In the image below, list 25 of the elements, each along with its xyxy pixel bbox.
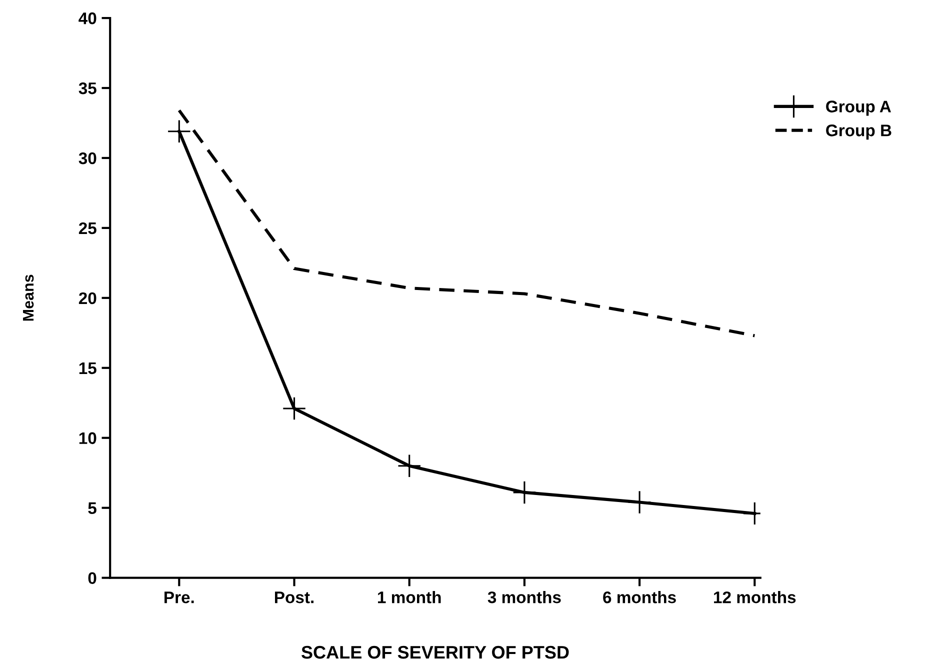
point — [398, 454, 420, 477]
x-tick-label: 1 month — [378, 591, 441, 604]
legend-label: Group B — [826, 124, 892, 140]
x-tick-label: Post. — [274, 592, 314, 604]
y-axis-title: Means — [23, 274, 34, 321]
y-tick-label: 5 — [88, 502, 96, 514]
line-series — [178, 108, 756, 338]
y-tick-label: 20 — [78, 292, 96, 304]
x-tick-label: 3 months — [488, 591, 561, 604]
x-axis-title: SCALE OF SEVERITY OF PTSD — [301, 646, 569, 659]
y-tick-label: 30 — [78, 152, 96, 164]
x-tick-label: 6 months — [603, 591, 676, 604]
x-tick-label: 12 months — [714, 591, 796, 604]
x-tick-label: Pre. — [164, 592, 194, 604]
y-tick-label: 0 — [88, 572, 96, 584]
y-tick-label: 15 — [79, 362, 96, 374]
legend-label: Group A — [826, 100, 891, 116]
y-tick-label: 35 — [78, 82, 96, 94]
y-tick-label: 10 — [79, 432, 96, 444]
point — [628, 491, 651, 514]
y-tick-label: 40 — [78, 12, 96, 24]
point — [283, 397, 306, 420]
point — [513, 481, 536, 504]
point — [168, 120, 190, 143]
y-tick-label: 25 — [78, 222, 96, 234]
